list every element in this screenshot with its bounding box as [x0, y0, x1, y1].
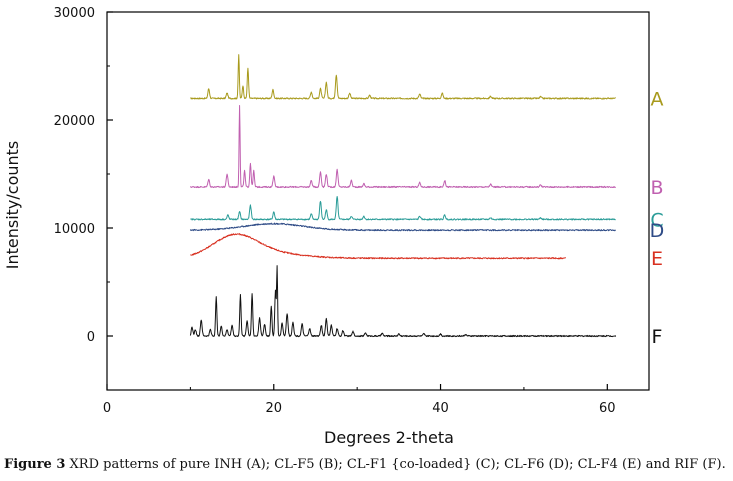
figure-caption: Figure 3 XRD patterns of pure INH (A); C… — [4, 457, 733, 472]
y-axis-label: Intensity/counts — [3, 141, 22, 270]
caption-text: XRD patterns of pure INH (A); CL-F5 (B);… — [65, 457, 726, 472]
series-line-e — [190, 233, 567, 260]
series-label-f: F — [652, 326, 663, 348]
tick-layer: 0 20 40 60 0 10000 20000 30000 — [54, 6, 616, 416]
x-axis-label: Degrees 2-theta — [324, 428, 454, 447]
series-line-d — [189, 222, 616, 232]
x-tick-label: 0 — [103, 401, 111, 416]
x-tick-label: 40 — [432, 401, 449, 416]
series-label-b: B — [650, 177, 663, 199]
x-tick-label: 60 — [599, 401, 616, 416]
y-tick-label: 30000 — [54, 6, 95, 21]
y-tick-label: 10000 — [54, 222, 95, 237]
series-label-e: E — [651, 248, 663, 270]
series-line-c — [190, 195, 616, 221]
plot-frame — [106, 11, 650, 391]
y-tick-label: 20000 — [54, 114, 95, 129]
series-layer — [189, 54, 617, 338]
plot-border — [106, 11, 650, 391]
caption-label: Figure 3 — [4, 457, 66, 472]
series-label-d: D — [650, 220, 665, 242]
series-line-f — [189, 265, 617, 338]
series-label-a: A — [651, 88, 664, 110]
series-line-a — [190, 54, 616, 100]
series-label-c: C — [650, 209, 663, 231]
x-tick-label: 20 — [265, 401, 282, 416]
y-tick-label: 0 — [87, 330, 95, 345]
series-line-b — [189, 104, 616, 189]
